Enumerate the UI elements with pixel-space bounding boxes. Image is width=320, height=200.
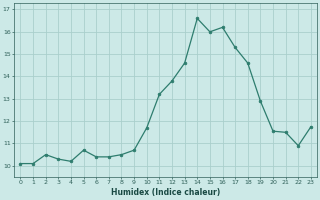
X-axis label: Humidex (Indice chaleur): Humidex (Indice chaleur) (111, 188, 220, 197)
